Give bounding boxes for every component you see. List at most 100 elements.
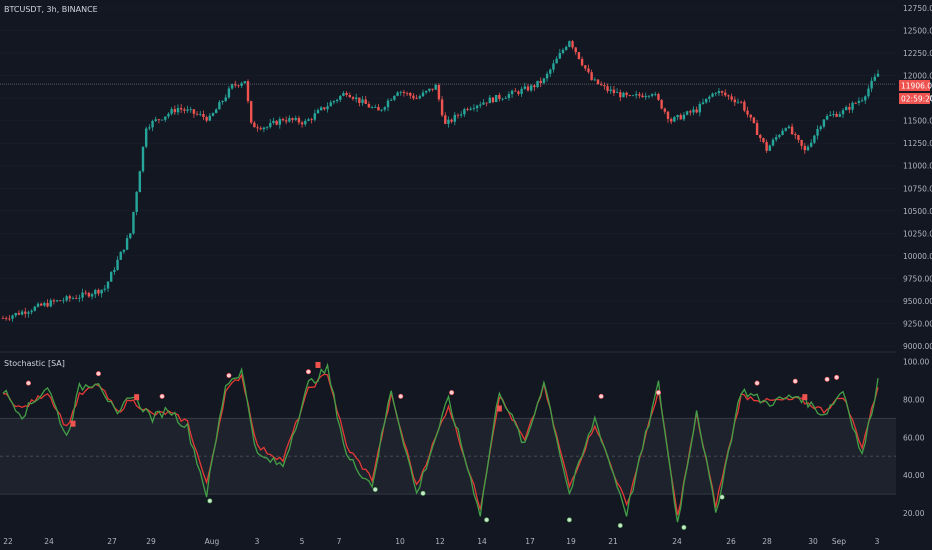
overbought-marker — [95, 371, 101, 377]
candle-body — [135, 192, 138, 212]
candle-body — [396, 92, 399, 96]
price-axis-label: 11250.00 — [903, 139, 932, 148]
candle-body — [536, 80, 539, 88]
price-axis-label: 10750.00 — [903, 184, 932, 193]
candle-body — [854, 102, 857, 104]
stochastic-k-line — [2, 362, 879, 523]
candle-body — [348, 94, 352, 98]
candle-body — [717, 91, 721, 94]
overbought-marker — [824, 376, 830, 382]
candle-body — [679, 114, 682, 120]
candle-body — [415, 98, 418, 100]
price-axis-label: 12000.00 — [903, 72, 932, 81]
stochastic-pane[interactable] — [0, 361, 896, 530]
candle-body — [243, 81, 247, 84]
candle-body — [189, 109, 192, 111]
candle-body — [377, 107, 380, 111]
candle-body — [650, 94, 654, 96]
candle-body — [755, 123, 759, 135]
candle-body — [265, 127, 269, 128]
candle-body — [310, 119, 313, 121]
candle-body — [787, 126, 791, 129]
time-axis-label: 17 — [525, 537, 535, 546]
price-pane[interactable] — [0, 7, 896, 347]
candle-body — [790, 126, 794, 135]
candle-body — [14, 312, 17, 316]
candle-body — [224, 97, 227, 102]
candle-body — [90, 294, 94, 297]
candle-body — [580, 58, 584, 66]
candle-body — [736, 101, 740, 103]
candle-body — [504, 97, 507, 99]
candle-body — [510, 90, 514, 95]
stochastic-axis-label: 80.00 — [903, 395, 925, 404]
candle-body — [803, 145, 807, 151]
time-axis-label: Sep — [832, 537, 846, 546]
candle-body — [676, 114, 679, 117]
candle-body — [405, 92, 409, 94]
candle-body — [74, 297, 78, 299]
candle-body — [625, 92, 628, 96]
price-axis[interactable]: 12750.0012500.0012250.0012000.0011750.00… — [903, 4, 932, 351]
candle-body — [380, 109, 383, 111]
candle-body — [447, 119, 450, 124]
divergence-marker — [70, 420, 76, 427]
candle-body — [860, 100, 864, 102]
divergence-marker — [802, 394, 808, 401]
candle-body — [851, 102, 854, 110]
divergence-marker — [496, 405, 502, 412]
candle-body — [291, 118, 294, 120]
candle-body — [800, 139, 803, 146]
candle-body — [11, 315, 14, 319]
candle-body — [176, 108, 180, 113]
candle-body — [71, 297, 75, 299]
candle-body — [39, 303, 43, 306]
candle-body — [30, 310, 33, 313]
candle-body — [59, 300, 62, 302]
candle-body — [424, 90, 428, 93]
price-axis-label: 10250.00 — [903, 229, 932, 238]
candle-body — [259, 128, 262, 130]
candlestick-series[interactable] — [1, 40, 880, 322]
candle-body — [529, 85, 533, 91]
candle-body — [450, 119, 453, 122]
time-axis-label: 28 — [762, 537, 772, 546]
time-axis-label: 30 — [808, 537, 818, 546]
candle-body — [192, 109, 196, 114]
candle-body — [469, 108, 472, 110]
candle-body — [354, 97, 358, 99]
candle-body — [752, 117, 756, 124]
time-axis-label: 22 — [3, 537, 13, 546]
candle-body — [669, 118, 673, 122]
candle-body — [43, 303, 46, 306]
candle-body — [609, 89, 612, 91]
overbought-marker — [792, 378, 798, 384]
candle-body — [339, 95, 342, 100]
candle-body — [431, 88, 434, 90]
candle-body — [771, 139, 775, 146]
oversold-marker — [420, 490, 426, 496]
price-axis-label: 10500.00 — [903, 207, 932, 216]
divergence-marker — [134, 394, 140, 401]
candle-body — [186, 109, 189, 111]
price-axis-label: 10000.00 — [903, 252, 932, 261]
time-axis[interactable]: 22 24 27 29 Aug 3 5 7 10 12 14 17 19 21 24 26 28 30 Sep 3 — [3, 537, 879, 546]
candle-body — [49, 300, 52, 307]
candle-body — [472, 108, 476, 109]
candle-body — [698, 103, 702, 113]
candle-body — [144, 128, 148, 147]
price-tag-box — [899, 80, 930, 91]
candle-body — [606, 86, 609, 91]
candle-body — [539, 80, 542, 84]
candle-body — [240, 83, 243, 86]
candle-body — [794, 134, 797, 136]
candle-body — [813, 135, 816, 143]
time-axis-label: 14 — [477, 537, 487, 546]
stochastic-axis[interactable]: 100.00 80.00 60.00 40.00 20.00 — [903, 357, 929, 518]
candle-body — [520, 88, 523, 94]
candle-body — [428, 88, 431, 91]
candle-body — [759, 134, 762, 138]
candle-body — [819, 126, 822, 129]
oversold-marker — [617, 523, 623, 529]
